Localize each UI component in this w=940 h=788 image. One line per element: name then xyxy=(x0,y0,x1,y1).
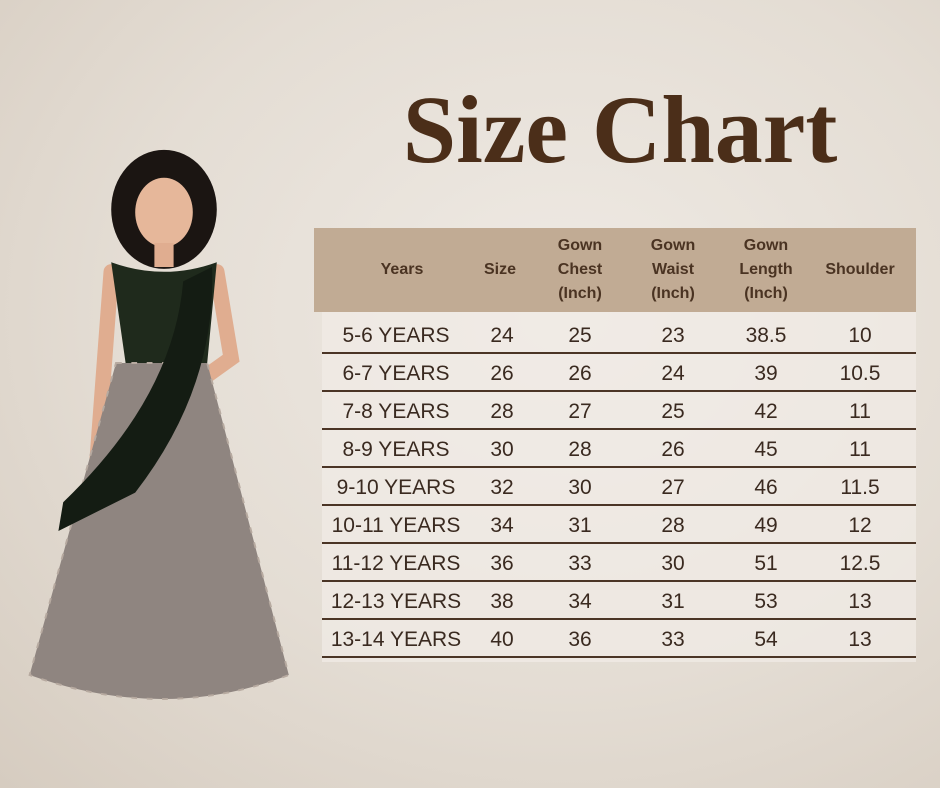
table-cell: 46 xyxy=(754,476,778,499)
table-cell: 34 xyxy=(568,590,592,613)
table-cell: 32 xyxy=(490,476,514,499)
table-cell: 12 xyxy=(848,514,872,537)
table-cell: 54 xyxy=(754,628,778,651)
table-cell: 11-12 YEARS xyxy=(331,552,461,575)
table-cell: 38 xyxy=(490,590,514,613)
table-cell: 24 xyxy=(490,324,514,347)
table-header: Years Size Gown Chest (Inch) Gown Waist … xyxy=(314,228,916,312)
table-cell: 34 xyxy=(490,514,514,537)
table-cell: 9-10 YEARS xyxy=(336,476,456,499)
table-cell: 8-9 YEARS xyxy=(342,438,450,461)
table-row: 10-11 YEARS 34 31 28 49 12 xyxy=(322,506,916,544)
header-size: Size xyxy=(483,261,516,278)
table-row: 11-12 YEARS 36 33 30 51 12.5 xyxy=(322,544,916,582)
table-cell: 45 xyxy=(754,438,778,461)
header-shoulder: Shoulder xyxy=(825,261,895,278)
table-cell: 11 xyxy=(849,400,871,423)
table-cell: 38.5 xyxy=(745,324,787,347)
table-row: 5-6 YEARS 24 25 23 38.5 10 xyxy=(322,316,916,354)
table-cell: 12.5 xyxy=(839,552,881,575)
dupatta xyxy=(58,267,213,531)
header-waist: Gown Waist (Inch) xyxy=(650,237,696,302)
table-row: 6-7 YEARS 26 26 24 39 10.5 xyxy=(322,354,916,392)
table-cell: 10-11 YEARS xyxy=(331,514,461,537)
table-cell: 13-14 YEARS xyxy=(330,628,462,651)
table-row: 7-8 YEARS 28 27 25 42 11 xyxy=(322,392,916,430)
table-cell: 13 xyxy=(848,590,872,613)
table-cell: 23 xyxy=(661,324,685,347)
table-cell: 36 xyxy=(490,552,514,575)
table-cell: 26 xyxy=(568,362,592,385)
header-chest: Gown Chest (Inch) xyxy=(557,237,603,302)
table-row: 13-14 YEARS 40 36 33 54 13 xyxy=(322,620,916,658)
table-cell: 13 xyxy=(848,628,872,651)
table-cell: 25 xyxy=(661,400,685,423)
table-cell: 53 xyxy=(754,590,778,613)
table-cell: 28 xyxy=(661,514,685,537)
table-cell: 30 xyxy=(490,438,514,461)
table-cell: 11 xyxy=(849,438,871,461)
table-cell: 33 xyxy=(661,628,685,651)
table-cell: 7-8 YEARS xyxy=(342,400,450,423)
header-length: Gown Length (Inch) xyxy=(739,237,793,302)
table-cell: 26 xyxy=(661,438,685,461)
table-cell: 51 xyxy=(754,552,778,575)
table-cell: 24 xyxy=(661,362,685,385)
page-title: Size Chart xyxy=(402,76,838,183)
table-cell: 31 xyxy=(661,590,685,613)
face xyxy=(135,177,193,247)
table-cell: 10 xyxy=(848,324,872,347)
header-years: Years xyxy=(380,261,424,278)
table-cell: 30 xyxy=(568,476,592,499)
table-cell: 27 xyxy=(568,400,592,423)
table-cell: 39 xyxy=(754,362,778,385)
girl-in-gown-photo xyxy=(28,149,290,700)
table-row: 12-13 YEARS 38 34 31 53 13 xyxy=(322,582,916,620)
table-cell: 36 xyxy=(568,628,592,651)
table-cell: 6-7 YEARS xyxy=(342,362,450,385)
table-cell: 11.5 xyxy=(840,476,880,499)
table-cell: 40 xyxy=(490,628,514,651)
table-cell: 27 xyxy=(661,476,685,499)
table-cell: 33 xyxy=(568,552,592,575)
table-cell: 42 xyxy=(754,400,778,423)
table-cell: 5-6 YEARS xyxy=(342,324,450,347)
table-cell: 49 xyxy=(754,514,778,537)
table-cell: 25 xyxy=(568,324,592,347)
table-cell: 28 xyxy=(568,438,592,461)
table-cell: 31 xyxy=(568,514,592,537)
table-cell: 12-13 YEARS xyxy=(330,590,462,613)
table-cell: 26 xyxy=(490,362,514,385)
table-body: 5-6 YEARS 24 25 23 38.5 10 6-7 YEARS 26 26 24 39 10… xyxy=(322,312,916,662)
table-row: 9-10 YEARS 32 30 27 46 11.5 xyxy=(322,468,916,506)
table-cell: 10.5 xyxy=(839,362,881,385)
table-cell: 30 xyxy=(661,552,685,575)
gown-skirt xyxy=(29,363,289,699)
table-cell: 28 xyxy=(490,400,514,423)
table-row: 8-9 YEARS 30 28 26 45 11 xyxy=(322,430,916,468)
